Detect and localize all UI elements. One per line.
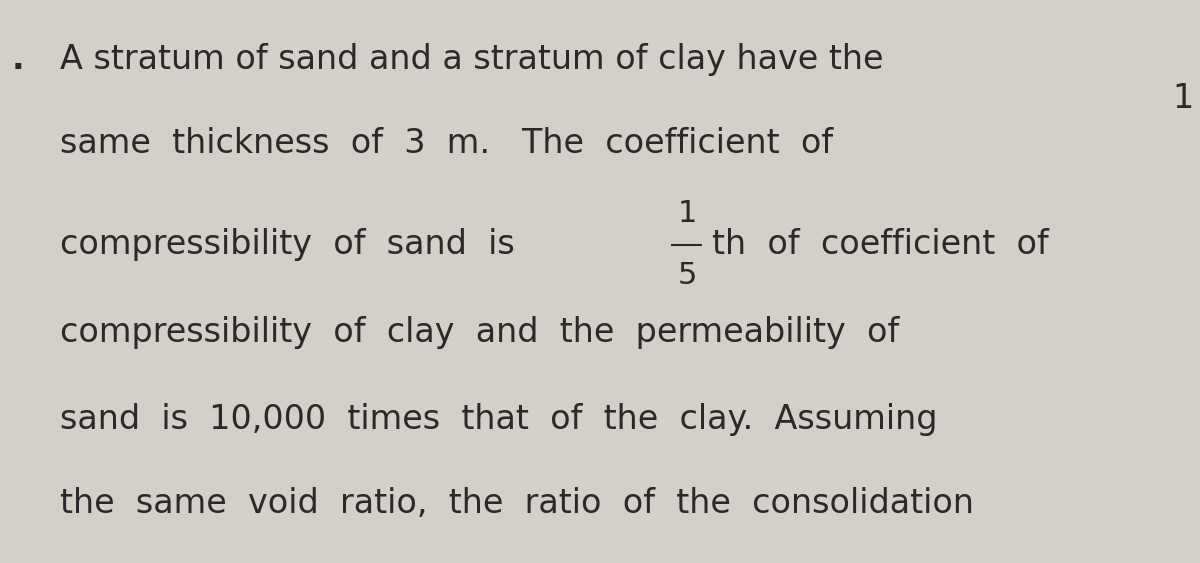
Text: the  same  void  ratio,  the  ratio  of  the  consolidation: the same void ratio, the ratio of the co… bbox=[60, 488, 974, 520]
Text: th  of  coefficient  of: th of coefficient of bbox=[712, 229, 1049, 261]
Text: sand  is  10,000  times  that  of  the  clay.  Assuming: sand is 10,000 times that of the clay. A… bbox=[60, 403, 937, 436]
Text: compressibility  of  clay  and  the  permeability  of: compressibility of clay and the permeabi… bbox=[60, 316, 899, 348]
Text: compressibility  of  sand  is: compressibility of sand is bbox=[60, 229, 526, 261]
Text: 1: 1 bbox=[1172, 82, 1194, 115]
Text: 5: 5 bbox=[677, 261, 696, 291]
Text: .: . bbox=[12, 43, 25, 75]
Text: 1: 1 bbox=[677, 199, 696, 229]
Text: A stratum of sand and a stratum of clay have the: A stratum of sand and a stratum of clay … bbox=[60, 43, 883, 75]
Text: same  thickness  of  3  m.   The  coefficient  of: same thickness of 3 m. The coefficient o… bbox=[60, 127, 833, 160]
